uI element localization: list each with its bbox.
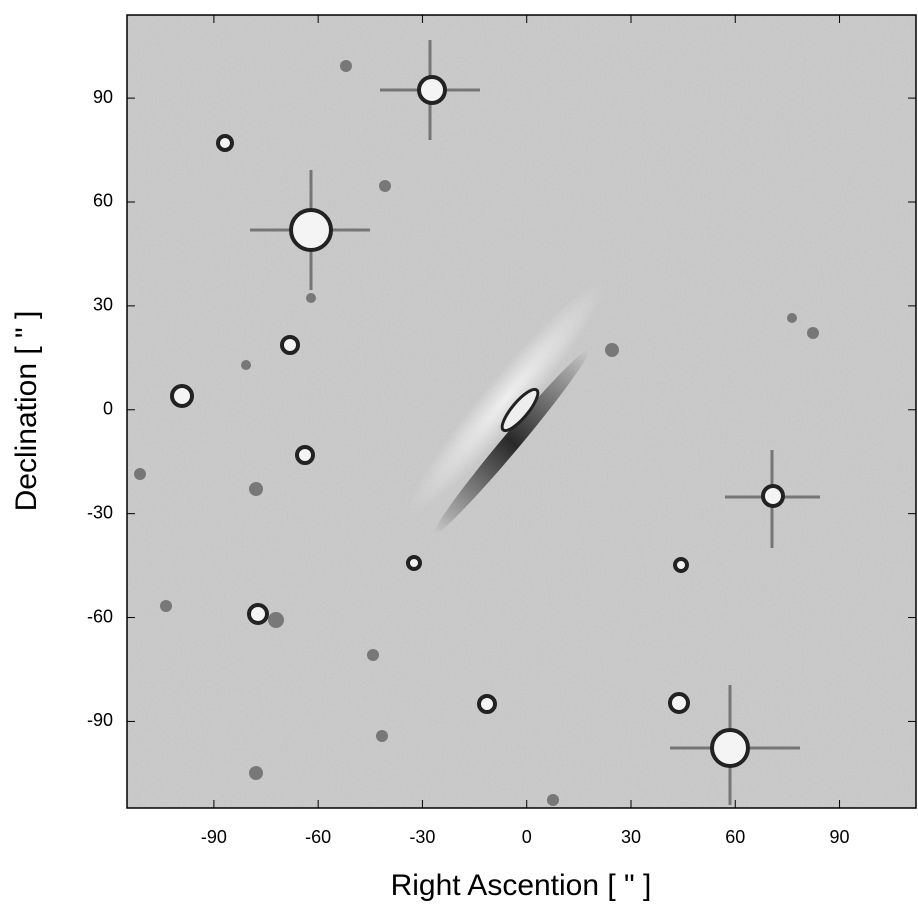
x-tick-label: 0 xyxy=(522,827,532,847)
y-tick-label: 0 xyxy=(103,399,113,419)
x-tick-label: 60 xyxy=(725,827,745,847)
x-tick-label: -60 xyxy=(305,827,331,847)
y-tick-label: -90 xyxy=(87,710,113,730)
y-tick-label: -60 xyxy=(87,606,113,626)
y-tick-label: -30 xyxy=(87,502,113,522)
x-axis-label: Right Ascention [ " ] xyxy=(391,869,652,902)
x-tick-label: 90 xyxy=(830,827,850,847)
y-tick-label: 90 xyxy=(93,87,113,107)
sky-image xyxy=(127,15,916,808)
y-tick-label: 30 xyxy=(93,295,113,315)
x-tick-label: -90 xyxy=(201,827,227,847)
y-axis-label: Declination [ " ] xyxy=(10,311,43,512)
x-tick-label: 30 xyxy=(621,827,641,847)
plot-frame xyxy=(126,14,917,809)
y-tick-label: 60 xyxy=(93,191,113,211)
x-tick-label: -30 xyxy=(409,827,435,847)
